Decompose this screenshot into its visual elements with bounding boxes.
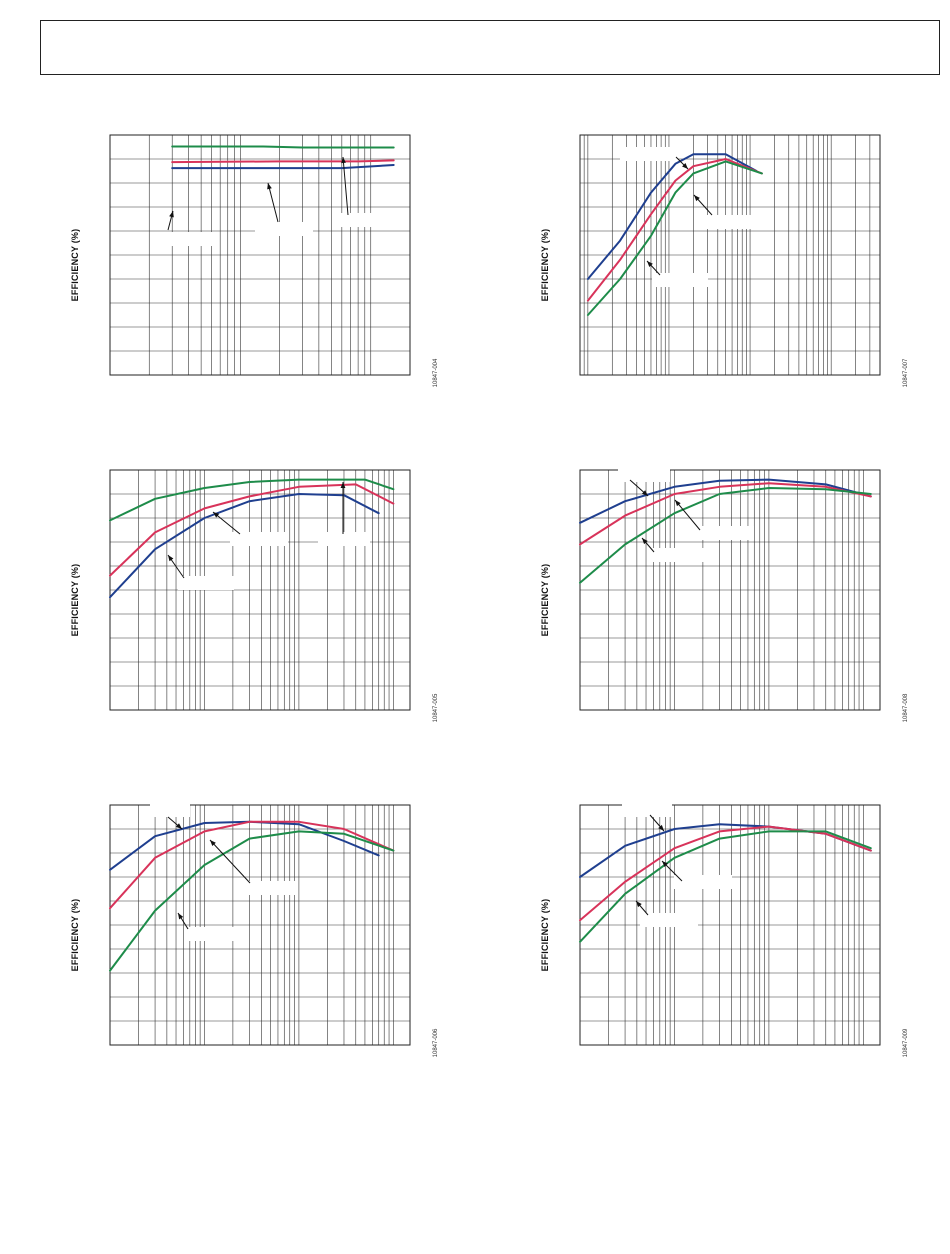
- series-line-blue: [586, 153, 758, 280]
- annotation-label-box: [640, 913, 698, 927]
- annotation-arrow: [629, 479, 649, 497]
- annotation-label-box: [706, 215, 766, 229]
- y-axis-label: EFFICIENCY (%): [70, 229, 80, 302]
- plot-frame: [109, 804, 411, 1046]
- chart-panel-3: EFFICIENCY (%) 10847-005: [70, 469, 439, 722]
- annotation-arrow: [635, 900, 649, 916]
- grid: [580, 135, 880, 375]
- annotation-arrow: [167, 554, 185, 579]
- series-line-green: [579, 830, 872, 943]
- annotation-arrow: [674, 499, 701, 531]
- series-line-red: [109, 483, 395, 577]
- annotation-label-box: [318, 532, 370, 546]
- annotation-label-box: [178, 576, 234, 590]
- annotation-arrow: [646, 260, 661, 276]
- annotation-label-box: [337, 213, 389, 227]
- series-line-green: [109, 830, 395, 972]
- annotation-label-box: [620, 147, 678, 161]
- series-line-red: [579, 825, 872, 922]
- annotation-label-box: [255, 222, 313, 236]
- annotation-label-box: [150, 803, 190, 817]
- annotation-label-box: [698, 526, 754, 540]
- series-line-green: [586, 160, 763, 316]
- annotation-arrow: [167, 816, 183, 830]
- annotation-arrow: [212, 511, 241, 535]
- annotation-arrow: [641, 537, 655, 553]
- annotation-label-box: [652, 273, 708, 287]
- series-line-red: [109, 820, 395, 910]
- plot-frame: [579, 469, 881, 711]
- series-line-green: [171, 145, 395, 149]
- annotation-label-box: [230, 532, 288, 546]
- annotation-label-box: [188, 927, 246, 941]
- plot-frame: [579, 804, 881, 1046]
- series-line-green: [109, 478, 395, 522]
- y-axis-label: EFFICIENCY (%): [540, 564, 550, 637]
- grid: [110, 135, 410, 375]
- annotation-label-box: [650, 548, 706, 562]
- figure-number: 10847-005: [433, 693, 439, 722]
- figure-number: 10847-008: [903, 693, 909, 722]
- plot-frame: [109, 469, 411, 711]
- annotation-arrow: [693, 194, 713, 216]
- y-axis-label: EFFICIENCY (%): [70, 899, 80, 972]
- grid: [110, 470, 410, 710]
- figure-number: 10847-004: [433, 358, 439, 387]
- annotation-label-box: [622, 803, 672, 817]
- series-line-blue: [109, 493, 380, 599]
- grid: [580, 805, 880, 1045]
- series-line-red: [586, 158, 763, 302]
- annotation-arrow: [340, 482, 346, 534]
- annotation-label-box: [674, 875, 732, 889]
- y-axis-label: EFFICIENCY (%): [70, 564, 80, 637]
- y-axis-label: EFFICIENCY (%): [540, 229, 550, 302]
- figure-number: 10847-007: [903, 358, 909, 387]
- series-line-red: [171, 159, 395, 164]
- chart-panel-1: EFFICIENCY (%) 10847-004: [70, 134, 439, 387]
- annotation-label-box: [238, 881, 298, 895]
- annotation-arrow: [177, 912, 189, 930]
- grid: [580, 470, 880, 710]
- plot-frame: [579, 134, 881, 376]
- chart-panel-4: EFFICIENCY (%) 10847-008: [540, 468, 909, 722]
- series-line-red: [579, 482, 872, 546]
- series-line-blue: [579, 478, 872, 524]
- annotation-arrow: [167, 210, 174, 231]
- y-axis-label: EFFICIENCY (%): [540, 899, 550, 972]
- annotation-arrow: [341, 156, 349, 216]
- plot-frame: [109, 134, 411, 376]
- annotation-arrow: [267, 182, 279, 223]
- figure-number: 10847-006: [433, 1028, 439, 1057]
- annotation-label-box: [618, 468, 670, 482]
- annotation-arrow: [675, 156, 689, 170]
- chart-panel-2: EFFICIENCY (%) 10847-007: [540, 134, 909, 387]
- annotation-label-box: [160, 232, 216, 246]
- chart-panel-6: EFFICIENCY (%) 10847-009: [540, 803, 909, 1057]
- page-header-box: [40, 20, 940, 75]
- annotation-arrow: [661, 860, 683, 882]
- series-line-blue: [171, 164, 395, 170]
- grid: [110, 805, 410, 1045]
- annotation-arrow: [649, 814, 665, 832]
- figure-number: 10847-009: [903, 1028, 909, 1057]
- annotation-arrow: [209, 839, 251, 884]
- chart-panel-5: EFFICIENCY (%) 10847-006: [70, 803, 439, 1057]
- series-line-green: [579, 487, 872, 584]
